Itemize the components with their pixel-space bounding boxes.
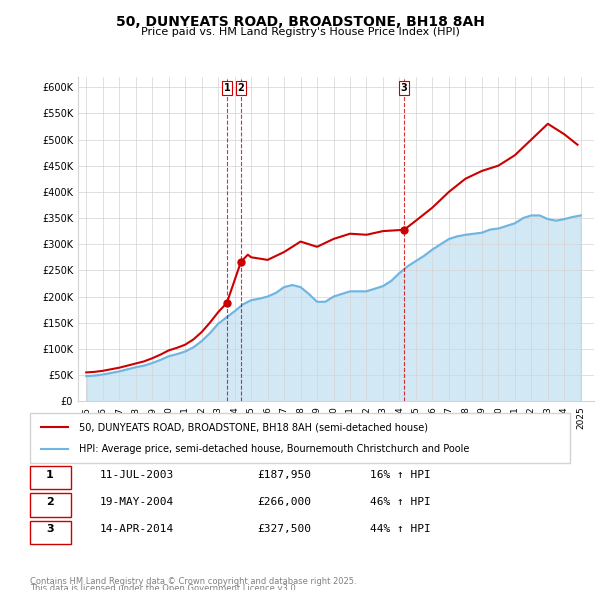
- Text: 3: 3: [46, 525, 54, 535]
- Text: £187,950: £187,950: [257, 470, 311, 480]
- Text: Contains HM Land Registry data © Crown copyright and database right 2025.: Contains HM Land Registry data © Crown c…: [30, 577, 356, 586]
- Text: 2: 2: [238, 83, 244, 93]
- FancyBboxPatch shape: [30, 466, 71, 490]
- Text: 2: 2: [46, 497, 54, 507]
- Text: HPI: Average price, semi-detached house, Bournemouth Christchurch and Poole: HPI: Average price, semi-detached house,…: [79, 444, 469, 454]
- Text: 1: 1: [46, 470, 54, 480]
- FancyBboxPatch shape: [30, 413, 570, 463]
- Text: 19-MAY-2004: 19-MAY-2004: [100, 497, 175, 507]
- Text: £327,500: £327,500: [257, 525, 311, 535]
- Text: 44% ↑ HPI: 44% ↑ HPI: [370, 525, 431, 535]
- Text: 14-APR-2014: 14-APR-2014: [100, 525, 175, 535]
- Text: 16% ↑ HPI: 16% ↑ HPI: [370, 470, 431, 480]
- Text: This data is licensed under the Open Government Licence v3.0.: This data is licensed under the Open Gov…: [30, 584, 298, 590]
- Text: 50, DUNYEATS ROAD, BROADSTONE, BH18 8AH: 50, DUNYEATS ROAD, BROADSTONE, BH18 8AH: [116, 15, 484, 29]
- Text: 46% ↑ HPI: 46% ↑ HPI: [370, 497, 431, 507]
- Text: 50, DUNYEATS ROAD, BROADSTONE, BH18 8AH (semi-detached house): 50, DUNYEATS ROAD, BROADSTONE, BH18 8AH …: [79, 422, 428, 432]
- Text: Price paid vs. HM Land Registry's House Price Index (HPI): Price paid vs. HM Land Registry's House …: [140, 27, 460, 37]
- FancyBboxPatch shape: [30, 520, 71, 544]
- Text: 1: 1: [223, 83, 230, 93]
- Text: £266,000: £266,000: [257, 497, 311, 507]
- FancyBboxPatch shape: [30, 493, 71, 517]
- Text: 3: 3: [401, 83, 407, 93]
- Text: 11-JUL-2003: 11-JUL-2003: [100, 470, 175, 480]
